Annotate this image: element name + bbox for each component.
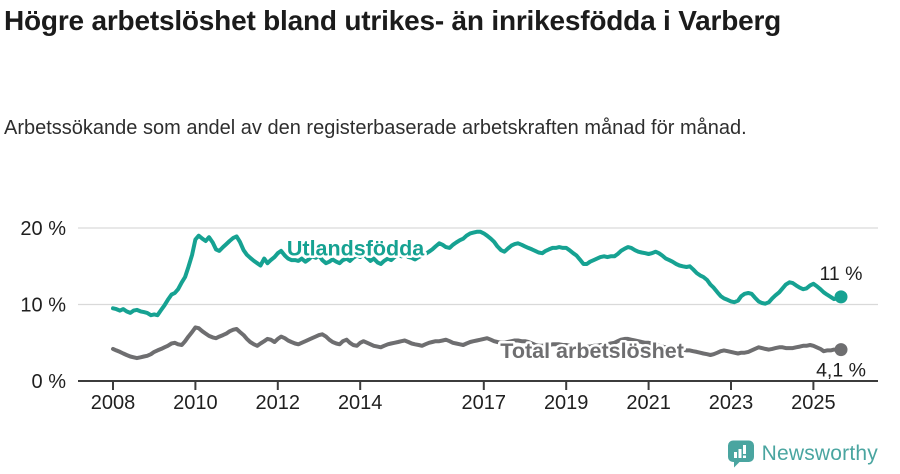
series-line-utlandsfodda <box>111 229 843 318</box>
line-chart: 2008 2010 2012 2014 2017 2019 2021 2023 2025 0 % 1… <box>0 200 900 422</box>
series-line-total <box>111 325 843 361</box>
newsworthy-attribution: Newsworthy <box>727 439 878 468</box>
x-tick-label: 2023 <box>709 392 754 414</box>
line-chart-canvas: 2008 2010 2012 2014 2017 2019 2021 2023 2025 0 % 1… <box>20 218 878 414</box>
series-end-value-label: 4,1 % <box>816 360 866 382</box>
x-tick-label: 2010 <box>173 392 218 414</box>
y-tick-label: 20 % <box>20 218 66 240</box>
series-end-value-label: 11 % <box>820 263 863 285</box>
x-tick-label: 2017 <box>462 392 507 414</box>
series-name-label: Total arbetslöshet <box>500 339 684 363</box>
x-tick-label: 2019 <box>544 392 589 414</box>
x-tick-label: 2025 <box>791 392 836 414</box>
brand-name: Newsworthy <box>761 441 878 465</box>
chart-title: Högre arbetslöshet bland utrikes- än inr… <box>4 5 782 36</box>
x-tick-label: 2012 <box>256 392 301 414</box>
series-end-dot <box>834 343 848 357</box>
series-end-dot <box>834 290 848 304</box>
y-tick-label: 10 % <box>20 295 66 317</box>
x-tick-label: 2008 <box>91 392 136 414</box>
chart-subtitle: Arbetssökande som andel av den registerb… <box>4 117 747 139</box>
x-tick-label: 2014 <box>338 392 383 414</box>
newsworthy-logo-icon <box>727 439 755 468</box>
x-tick-label: 2021 <box>626 392 671 414</box>
y-tick-label: 0 % <box>32 371 67 393</box>
series-name-label: Utlandsfödda <box>287 237 425 261</box>
